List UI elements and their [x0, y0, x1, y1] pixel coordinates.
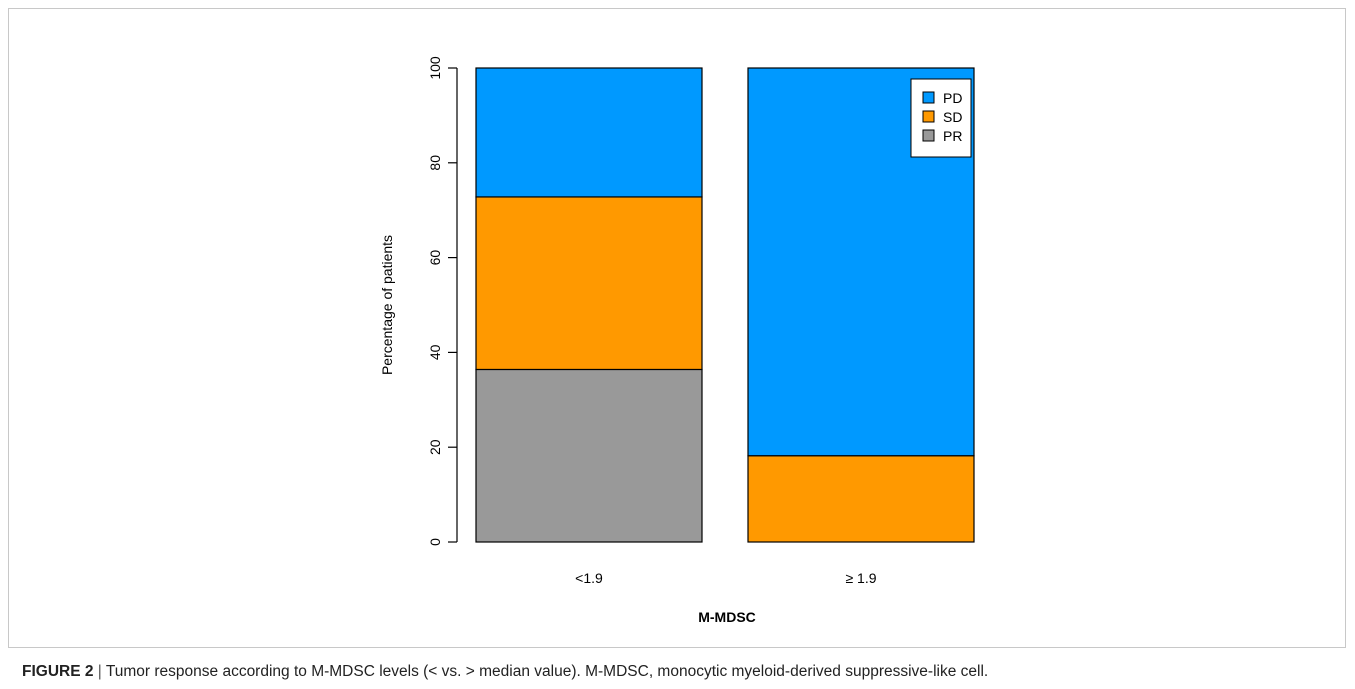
bar-segment-sd-2 [747, 455, 975, 543]
legend-label-pr: PR [943, 128, 962, 144]
caption-text: Tumor response according to M-MDSC level… [105, 663, 989, 680]
bars-group [475, 67, 975, 543]
x-tick-label: <1.9 [575, 570, 603, 586]
bar-segment-pd-1 [475, 67, 703, 198]
legend-label-pd: PD [943, 90, 962, 106]
stacked-bar-chart: 0 20 40 60 80 100 <1.9 ≥ 1.9 Percentage of pat… [379, 56, 975, 625]
bar-segment-pr-1 [475, 368, 703, 543]
legend: PD SD PR [910, 78, 972, 158]
legend-swatch-pr [922, 129, 935, 142]
legend-swatch-sd [922, 110, 935, 123]
y-tick-label: 0 [427, 538, 443, 546]
x-tick-labels: <1.9 ≥ 1.9 [575, 570, 877, 586]
y-tick-label: 20 [427, 439, 443, 455]
y-tick-label: 80 [427, 155, 443, 171]
y-axis-label: Percentage of patients [379, 235, 395, 375]
y-tick-label: 60 [427, 250, 443, 266]
legend-swatch-pd [922, 91, 935, 104]
figure-label: FIGURE 2 [22, 663, 94, 680]
y-tick-label: 100 [427, 56, 443, 80]
figure-caption: FIGURE 2 | Tumor response according to M… [22, 663, 988, 681]
legend-label-sd: SD [943, 109, 962, 125]
y-tick-label: 40 [427, 344, 443, 360]
x-axis-label: M-MDSC [698, 609, 756, 625]
caption-separator: | [97, 663, 102, 680]
legend-box [910, 78, 972, 158]
x-tick-label: ≥ 1.9 [845, 570, 876, 586]
y-axis: 0 20 40 60 80 100 [427, 56, 458, 546]
bar-segment-sd-1 [475, 196, 703, 371]
